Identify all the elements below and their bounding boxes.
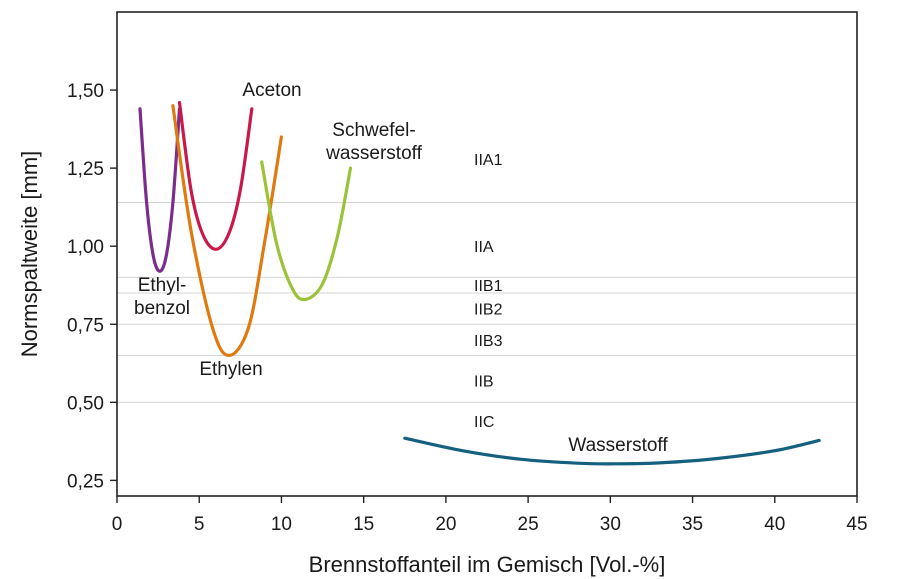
y-tick-label: 0,25 [67,471,104,492]
series-line-ethylen [171,104,283,358]
x-tick-label: 35 [682,514,703,535]
x-tick-label: 40 [764,514,785,535]
series-line-schwefelwasserstoff [260,160,353,302]
curve-labels: Ethyl-benzol Aceton Ethylen Schwefel-wasser… [134,80,668,456]
y-tick-label: 1,25 [67,159,104,180]
x-tick-label: 5 [194,514,205,535]
zone-label: IIC [474,414,494,431]
series-label-wasserstoff: Wasserstoff [568,435,668,456]
x-tick-label: 0 [112,514,123,535]
x-tick-label: 20 [435,514,456,535]
series-label-schwefelwasserstoff: wasserstoff [325,143,422,164]
y-tick-label: 0,50 [67,393,104,414]
zone-label: IIB1 [474,278,503,295]
y-axis-title: Normspaltweite [mm] [17,151,42,358]
x-tick-label: 45 [846,514,867,535]
series-label-aceton: Aceton [242,80,301,101]
zone-label: IIA1 [474,152,503,169]
x-axis-title: Brennstoffanteil im Gemisch [Vol.-%] [309,552,666,577]
zone-label: IIB2 [474,302,503,319]
series-label-ethylbenzol: Ethyl- [138,275,187,296]
x-tick-label: 10 [271,514,292,535]
x-tick-label: 25 [518,514,539,535]
plot-frame [116,11,858,497]
series-line-wasserstoff [403,436,821,466]
x-tick-label: 30 [600,514,621,535]
zone-labels: IIA1 IIA IIB1 IIB2 IIB3 IIB IIC [474,152,503,431]
series-label-ethylen: Ethylen [199,359,262,380]
axis-ticks: 0 5 10 15 20 25 30 35 40 45 0,25 0,50 0,75 1,00 1,25 1,… [67,81,868,535]
series-line-aceton [177,101,254,251]
y-tick-label: 1,00 [67,237,104,258]
series-line-ethylbenzol [138,107,182,273]
y-tick-label: 0,75 [67,315,104,336]
series-label-ethylbenzol: benzol [134,298,190,319]
series-label-schwefelwasserstoff: Schwefel- [332,120,415,141]
x-tick-label: 15 [353,514,374,535]
zone-label: IIA [474,239,494,256]
data-series [138,101,821,466]
y-tick-label: 1,50 [67,81,104,102]
zone-label: IIB [474,373,494,390]
zone-label: IIB3 [474,333,503,350]
zone-boundaries [117,201,857,403]
